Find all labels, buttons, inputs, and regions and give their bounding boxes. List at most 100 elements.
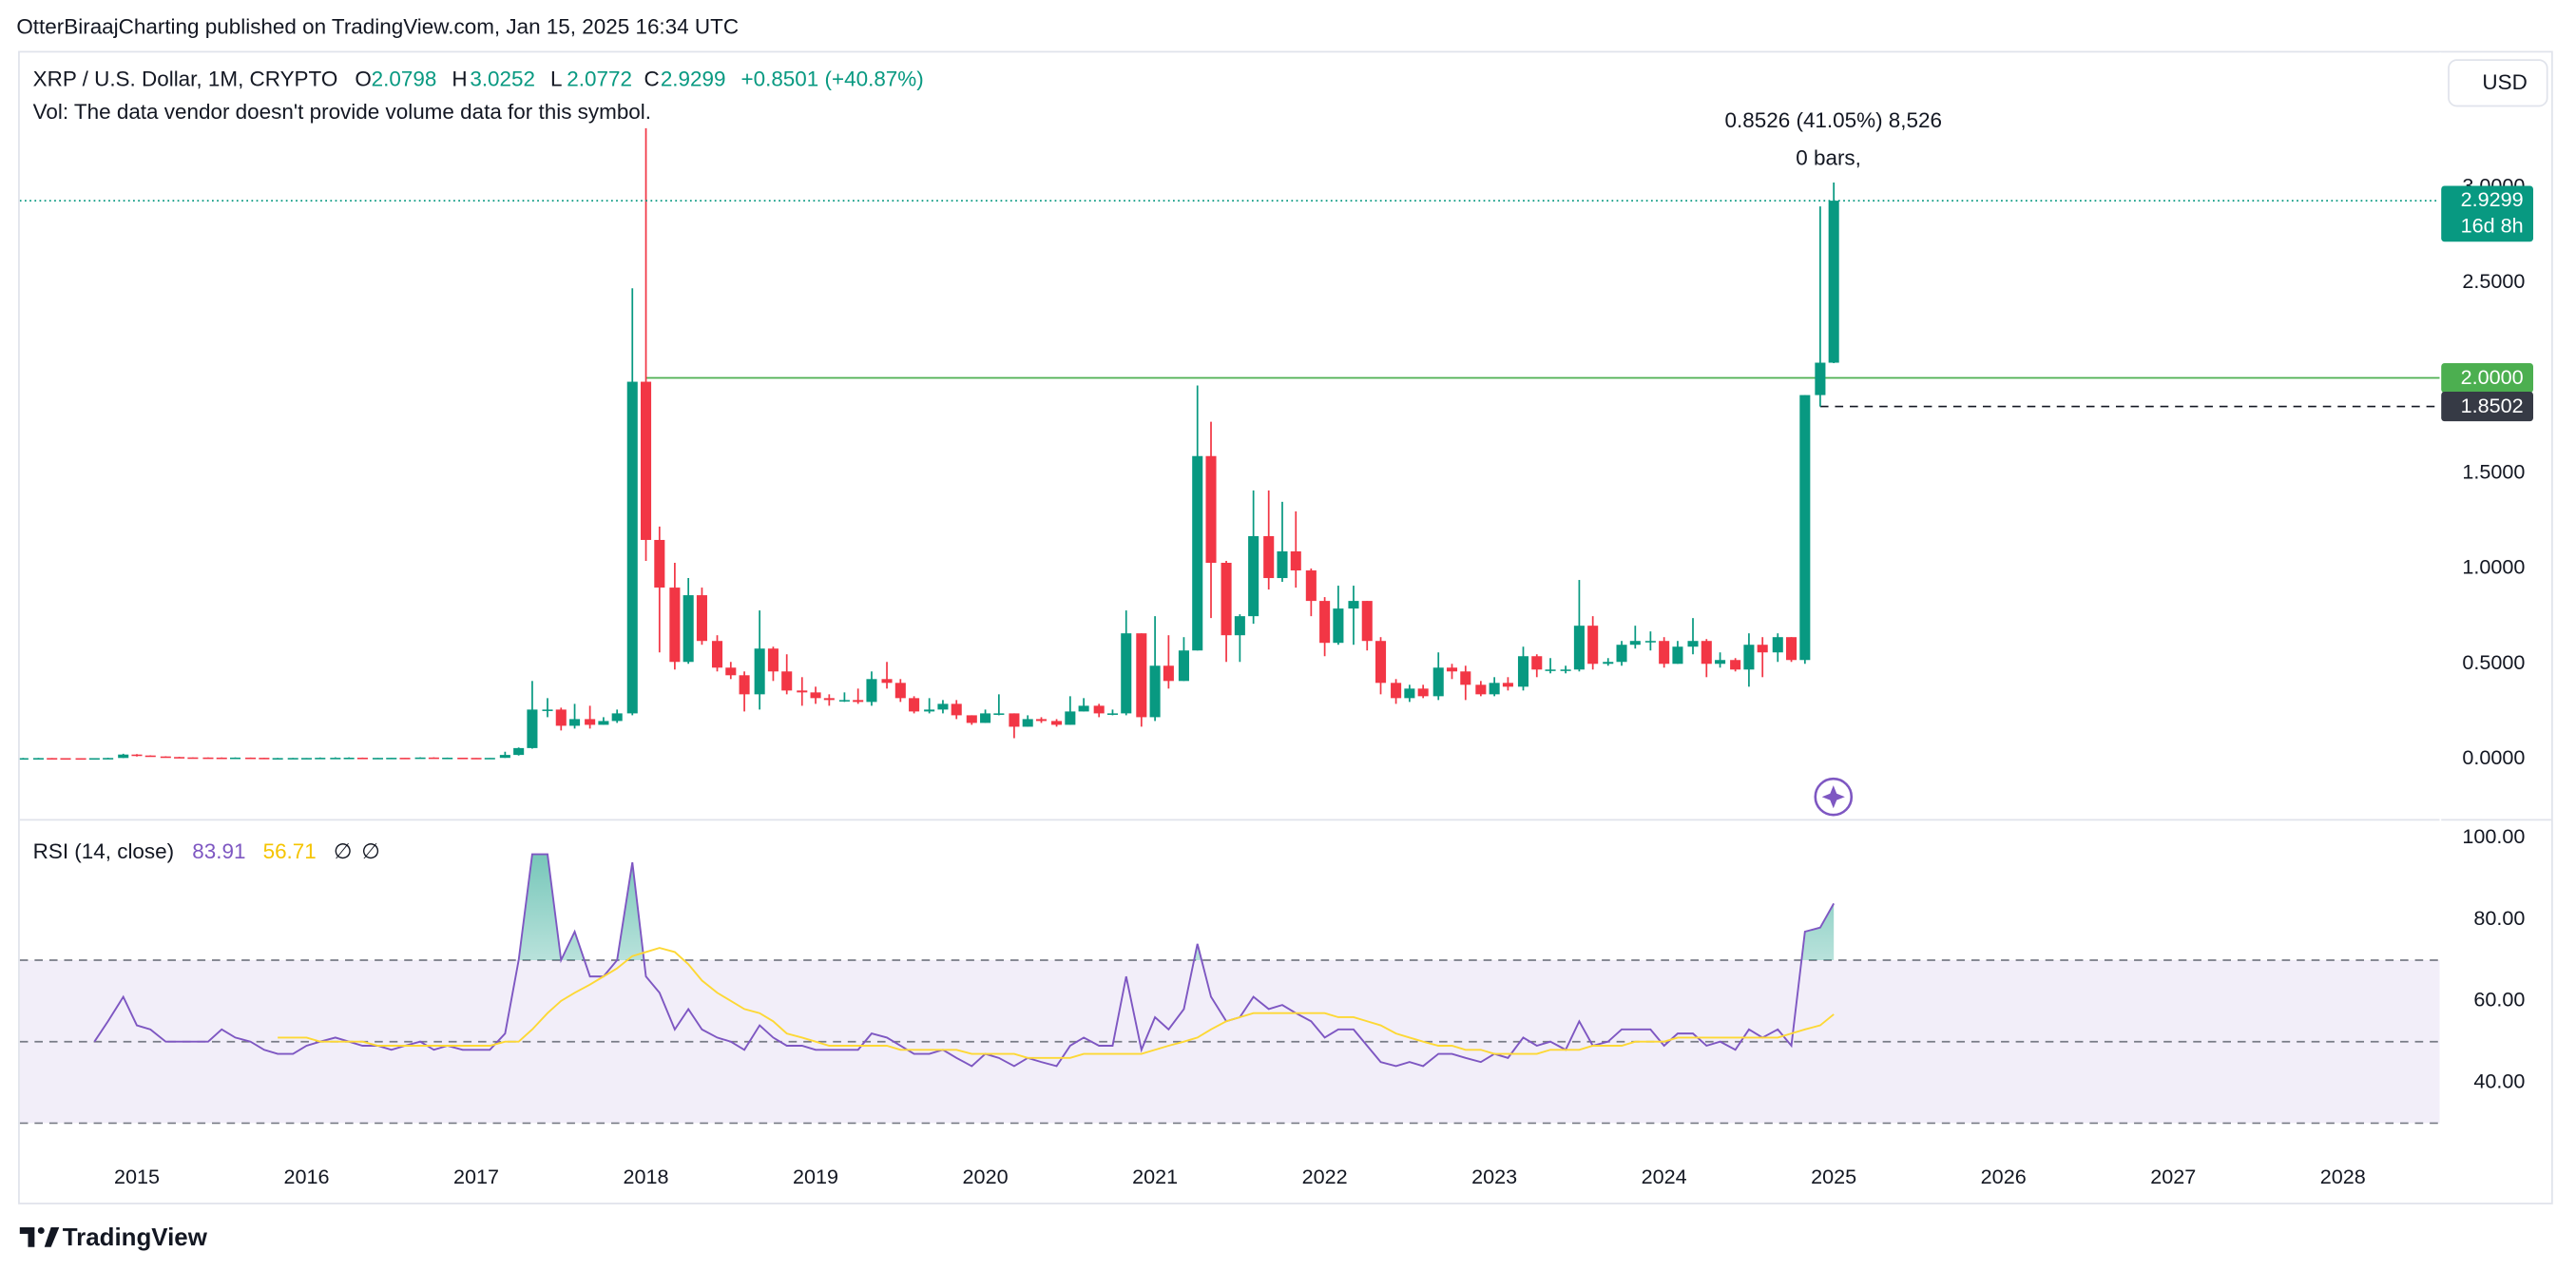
rsi-ma-line	[278, 947, 1835, 1059]
candle-body	[471, 758, 482, 760]
candle-body	[696, 595, 707, 642]
candle-body	[1446, 667, 1458, 672]
icon-star[interactable]	[1821, 785, 1845, 809]
candle-body	[75, 758, 87, 761]
candle-body	[823, 698, 835, 701]
logo-part	[19, 1226, 35, 1247]
candle-body	[781, 671, 793, 691]
candle-body	[866, 679, 877, 703]
candle-body	[60, 758, 71, 761]
candle-body	[980, 713, 991, 723]
ohlc-label: H	[452, 67, 467, 91]
x-tick-label: 2015	[114, 1165, 160, 1188]
candle-body	[1290, 550, 1301, 571]
candle-body	[216, 757, 227, 760]
currency-button[interactable]	[2448, 59, 2548, 107]
candle-body	[1178, 650, 1189, 682]
volume-note: Vol: The data vendor doesn't provide vol…	[33, 100, 651, 124]
candle-body	[1404, 688, 1415, 699]
candle-body	[739, 675, 750, 695]
candle-body	[32, 758, 44, 760]
candle-body	[131, 754, 143, 757]
candle-body	[1743, 645, 1755, 670]
candle-body	[1234, 616, 1245, 636]
candle-body	[428, 757, 439, 760]
candle-body	[993, 713, 1005, 715]
x-tick-label: 2026	[1981, 1165, 2027, 1188]
candle-body	[300, 758, 313, 760]
price-tag-label: 1.8502	[2461, 394, 2524, 417]
measure-label: 0 bars,	[1796, 146, 1861, 170]
candle-body	[1051, 721, 1063, 725]
candle-body	[598, 721, 609, 725]
change: +0.8501 (+40.87%)	[740, 67, 923, 91]
candle-body	[202, 757, 214, 760]
logo-part	[44, 1226, 60, 1247]
x-tick-label: 2025	[1811, 1165, 1856, 1188]
candle-body	[1489, 683, 1500, 695]
candle-body	[499, 755, 510, 759]
currency-label[interactable]: USD	[2482, 70, 2527, 94]
candle-body	[1757, 645, 1768, 653]
candle-body	[414, 757, 426, 760]
candle-body	[1701, 641, 1712, 665]
x-tick-label: 2017	[453, 1165, 499, 1188]
price-tag	[2441, 362, 2534, 394]
candle-body	[569, 719, 581, 726]
ohlc-label: O	[355, 67, 371, 91]
candle-body	[542, 709, 553, 711]
candle-body	[1573, 626, 1585, 670]
candle-body	[1460, 671, 1471, 685]
candle-body	[641, 381, 652, 540]
candle-body	[909, 698, 920, 712]
candle-body	[1106, 713, 1118, 715]
candle-body	[611, 713, 623, 722]
candle-body	[1361, 601, 1373, 642]
candle-body	[626, 381, 638, 714]
candle-body	[386, 758, 397, 760]
rsi-pane	[19, 853, 2440, 1125]
candle-body	[1672, 646, 1683, 665]
candle-body	[245, 757, 257, 760]
ohlc-value: 2.0772	[567, 67, 632, 91]
rsi-line	[93, 853, 1835, 1068]
brand-logo	[19, 1226, 60, 1247]
candle-body	[19, 758, 29, 761]
candle-body	[711, 641, 723, 668]
candle-body	[287, 758, 298, 760]
rsi-tick-label: 80.00	[2473, 906, 2525, 930]
candle-body	[924, 709, 935, 712]
candle-body	[1078, 705, 1089, 712]
candle-body	[513, 747, 525, 756]
candle-body	[966, 715, 977, 723]
candle-body	[1786, 637, 1797, 661]
candle-body	[1277, 550, 1288, 579]
logo-part	[37, 1226, 45, 1234]
candle-body	[272, 758, 283, 760]
assistant-icon[interactable]	[1814, 777, 1854, 817]
candle-body	[1799, 395, 1811, 661]
candle-body	[1163, 665, 1174, 682]
candle-body	[1828, 201, 1839, 363]
y-tick-label: 1.5000	[2462, 459, 2525, 483]
candle-body	[1121, 633, 1132, 714]
candle-body	[1644, 641, 1656, 643]
candle-body	[1616, 645, 1627, 663]
ohlc-label: C	[644, 67, 660, 91]
candle-body	[1065, 711, 1076, 725]
y-tick-label: 0.0000	[2462, 745, 2525, 769]
candle-body	[1348, 601, 1359, 609]
candle-body	[1772, 637, 1783, 653]
candle-body	[1475, 684, 1487, 695]
x-tick-label: 2023	[1471, 1165, 1517, 1188]
candle-body	[118, 754, 129, 759]
candle-body	[1263, 535, 1275, 579]
candle-body	[1205, 455, 1217, 564]
candle-body	[1192, 455, 1203, 651]
candle-body	[174, 757, 185, 759]
candle-body	[372, 758, 384, 760]
candle-body	[1560, 669, 1571, 671]
candle-body	[103, 758, 114, 760]
